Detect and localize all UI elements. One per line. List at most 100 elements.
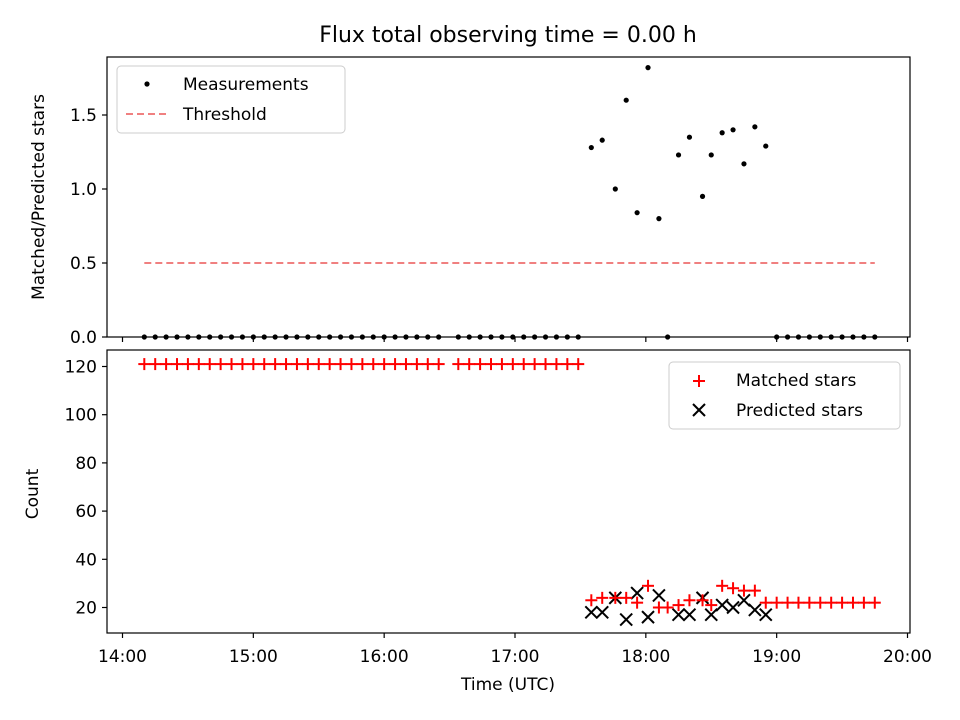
matched-star-point bbox=[596, 591, 609, 604]
matched-star-point bbox=[561, 358, 574, 371]
bottom-panel: 14:00 15:00 16:00 17:00 18:00 19:00 20:00 20 40… bbox=[23, 349, 932, 695]
matched-star-point bbox=[528, 358, 541, 371]
legend-matched-label: Matched stars bbox=[736, 371, 856, 391]
measurement-point bbox=[730, 127, 736, 133]
measurement-point bbox=[645, 65, 651, 71]
matched-star-point bbox=[236, 358, 249, 371]
top-panel: 0.0 0.5 1.0 1.5 Matched/Predicted stars Mea… bbox=[29, 56, 911, 348]
matched-star-point bbox=[727, 582, 740, 595]
matched-star-point bbox=[160, 358, 173, 371]
measurement-point bbox=[741, 161, 747, 167]
bottom-legend-box bbox=[668, 361, 901, 430]
bottom-x-tick-label: 19:00 bbox=[752, 647, 801, 667]
matched-star-point bbox=[399, 358, 412, 371]
matched-star-point bbox=[539, 358, 552, 371]
bottom-y-tick-label: 60 bbox=[75, 502, 97, 522]
matched-star-point bbox=[868, 596, 881, 609]
matched-star-point bbox=[432, 358, 445, 371]
matched-star-point bbox=[312, 358, 325, 371]
measurement-point bbox=[699, 193, 706, 199]
matched-star-point bbox=[138, 358, 151, 371]
top-y-tick-label: 1.0 bbox=[70, 180, 97, 200]
bottom-y-tick-label: 120 bbox=[65, 358, 97, 378]
predicted-star-point bbox=[630, 586, 644, 600]
matched-star-point bbox=[171, 358, 184, 371]
matched-star-point bbox=[378, 358, 391, 371]
predicted-star-point bbox=[671, 608, 686, 622]
legend-matched-marker bbox=[693, 375, 705, 387]
top-legend-box bbox=[116, 65, 346, 134]
bottom-y-tick-label: 80 bbox=[75, 454, 97, 474]
top-y-tick-label: 0.5 bbox=[70, 254, 97, 274]
chart-title: Flux total observing time = 0.00 h bbox=[319, 23, 697, 48]
matched-star-point bbox=[452, 358, 465, 371]
matched-star-point bbox=[389, 358, 402, 371]
matched-star-point bbox=[463, 358, 476, 371]
matched-star-point bbox=[323, 358, 336, 371]
measurement-point bbox=[708, 152, 714, 158]
top-y-tick-label: 0.0 bbox=[70, 328, 97, 348]
matched-star-point bbox=[280, 358, 293, 371]
matched-star-point bbox=[485, 358, 498, 371]
predicted-star-point bbox=[759, 608, 773, 622]
matched-star-point bbox=[192, 358, 205, 371]
top-y-axis: 0.0 0.5 1.0 1.5 bbox=[70, 106, 107, 348]
predicted-star-point bbox=[641, 610, 655, 624]
predicted-star-point bbox=[652, 588, 666, 603]
matched-star-point bbox=[247, 358, 260, 371]
matched-star-point bbox=[759, 596, 772, 609]
matched-star-point bbox=[225, 358, 238, 371]
predicted-star-point bbox=[737, 593, 751, 607]
legend-measurements-marker bbox=[144, 81, 150, 87]
matched-star-point bbox=[609, 591, 622, 604]
matched-star-point bbox=[803, 596, 816, 609]
measurement-point bbox=[675, 152, 682, 158]
matched-star-point bbox=[356, 358, 369, 371]
matched-star-point bbox=[716, 579, 729, 592]
matched-star-point bbox=[748, 584, 761, 597]
predicted-star-point bbox=[682, 608, 697, 622]
bottom-x-tick-label: 17:00 bbox=[491, 647, 540, 667]
legend-predicted-label: Predicted stars bbox=[736, 401, 863, 421]
measurement-point bbox=[588, 144, 594, 151]
matched-star-point bbox=[550, 358, 563, 371]
predicted-star-point bbox=[584, 605, 599, 620]
top-y-tick-label: 1.5 bbox=[70, 106, 97, 126]
bottom-plot-marks bbox=[138, 358, 881, 627]
matched-star-point bbox=[814, 596, 827, 609]
matched-star-point bbox=[642, 579, 655, 592]
legend-threshold-label: Threshold bbox=[182, 105, 267, 125]
bottom-x-tick-label: 15:00 bbox=[229, 647, 278, 667]
top-plot-frame bbox=[106, 56, 911, 338]
measurement-point bbox=[634, 210, 640, 216]
matched-star-point bbox=[781, 596, 794, 609]
measurement-point bbox=[623, 97, 629, 103]
matched-star-point bbox=[792, 596, 805, 609]
measurement-point bbox=[612, 186, 618, 192]
matched-star-point bbox=[269, 358, 282, 371]
measurement-point bbox=[719, 130, 725, 136]
matched-star-point bbox=[517, 358, 530, 371]
matched-star-point bbox=[825, 596, 838, 609]
matched-star-point bbox=[367, 358, 380, 371]
matched-star-point bbox=[737, 584, 750, 597]
bottom-y-tick-label: 40 bbox=[75, 550, 97, 570]
matched-star-point bbox=[683, 594, 696, 607]
matched-star-point bbox=[301, 358, 314, 371]
bottom-legend: Matched stars Predicted stars bbox=[668, 361, 901, 430]
bottom-plot-frame bbox=[106, 349, 911, 634]
measurement-point bbox=[686, 134, 693, 140]
bottom-x-axis: 14:00 15:00 16:00 17:00 18:00 19:00 20:00 bbox=[98, 633, 932, 667]
top-y-axis-label: Matched/Predicted stars bbox=[29, 94, 49, 300]
matched-star-point bbox=[149, 358, 162, 371]
matched-star-point bbox=[506, 358, 519, 371]
matched-star-point bbox=[290, 358, 303, 371]
matched-star-point bbox=[421, 358, 434, 371]
matched-star-point bbox=[631, 596, 644, 609]
bottom-x-tick-label: 16:00 bbox=[360, 647, 409, 667]
matched-star-point bbox=[585, 594, 598, 607]
predicted-star-point bbox=[704, 608, 718, 622]
matched-star-point bbox=[181, 358, 194, 371]
matched-star-point bbox=[661, 601, 674, 614]
